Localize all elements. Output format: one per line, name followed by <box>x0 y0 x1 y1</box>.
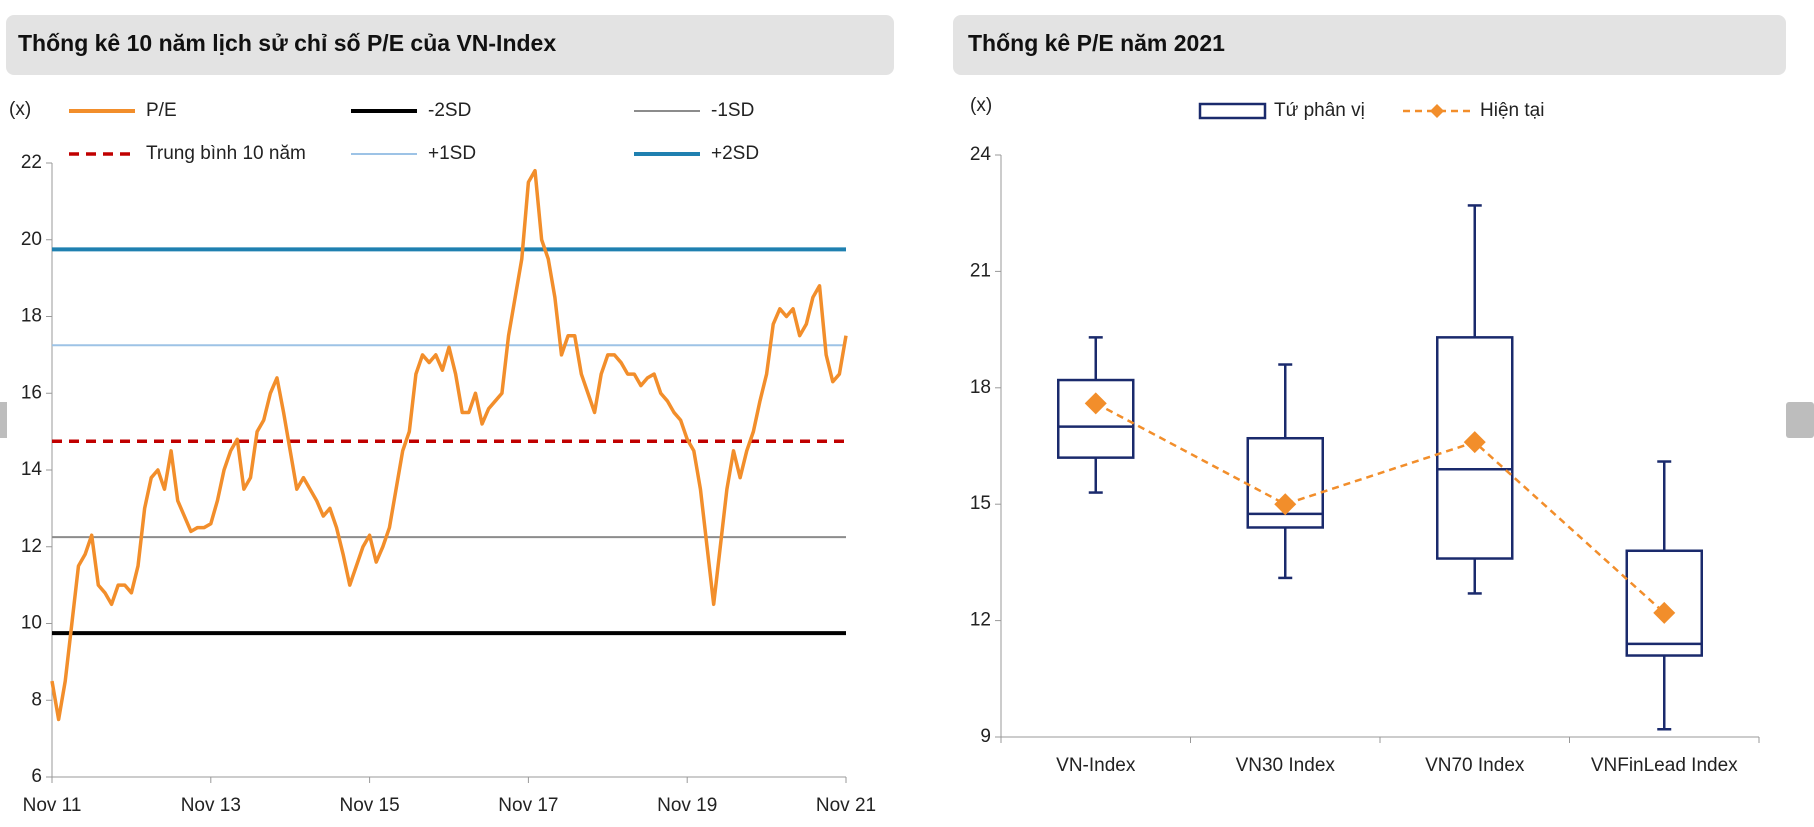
legend-label: +2SD <box>711 143 759 164</box>
y-tick-label: 16 <box>21 382 42 403</box>
y-tick-label: 24 <box>970 144 992 165</box>
x-tick-label: Nov 21 <box>816 795 876 816</box>
pe-line <box>50 168 848 722</box>
box <box>1057 378 1135 459</box>
chart-title: Thống kê P/E năm 2021 <box>968 30 1225 56</box>
x-tick-label: Nov 11 <box>23 795 82 816</box>
y-tick-label: 18 <box>970 377 991 398</box>
legend-label: -2SD <box>428 100 471 121</box>
header-bg <box>953 15 1786 75</box>
x-tick-label: Nov 19 <box>657 795 717 816</box>
legend-label: P/E <box>146 100 177 121</box>
current-marker <box>1274 493 1297 516</box>
legend-marker <box>1430 104 1444 118</box>
current-line <box>1095 402 1666 614</box>
x-tick-label: VN-Index <box>1056 755 1136 776</box>
y-tick-label: 6 <box>31 766 42 787</box>
y-tick-label: 12 <box>21 536 42 557</box>
y-axis-label: (x) <box>9 99 31 120</box>
legend-label: -1SD <box>711 100 754 121</box>
x-tick-label: VN70 Index <box>1425 755 1525 776</box>
x-tick-label: Nov 17 <box>498 795 558 816</box>
current-marker <box>1463 431 1486 454</box>
y-axis-label: (x) <box>970 95 992 116</box>
y-tick-label: 21 <box>970 260 991 281</box>
y-tick-label: 22 <box>21 152 42 173</box>
legend-label: Trung bình 10 năm <box>146 143 306 164</box>
legend-swatch <box>1198 102 1267 120</box>
y-tick-label: 15 <box>970 493 991 514</box>
current-marker <box>1653 601 1676 624</box>
chart-title: Thống kê 10 năm lịch sử chỉ số P/E của V… <box>18 30 556 56</box>
side-tab <box>1786 402 1814 438</box>
legend-label: +1SD <box>428 143 476 164</box>
legend-label: Hiện tại <box>1480 100 1544 121</box>
y-tick-label: 18 <box>21 306 42 327</box>
side-tab <box>0 402 7 438</box>
current-marker <box>1084 392 1107 415</box>
y-tick-label: 10 <box>21 613 42 634</box>
header-bg <box>6 15 894 75</box>
y-tick-label: 20 <box>21 229 42 250</box>
y-tick-label: 14 <box>21 459 43 480</box>
x-tick-label: VN30 Index <box>1236 755 1336 776</box>
y-tick-label: 12 <box>970 610 991 631</box>
y-tick-label: 8 <box>31 689 42 710</box>
legend-label: Tứ phân vị <box>1274 100 1365 121</box>
x-tick-label: Nov 15 <box>339 795 399 816</box>
x-tick-label: Nov 13 <box>181 795 241 816</box>
y-tick-label: 9 <box>980 726 991 747</box>
x-tick-label: VNFinLead Index <box>1591 755 1738 776</box>
